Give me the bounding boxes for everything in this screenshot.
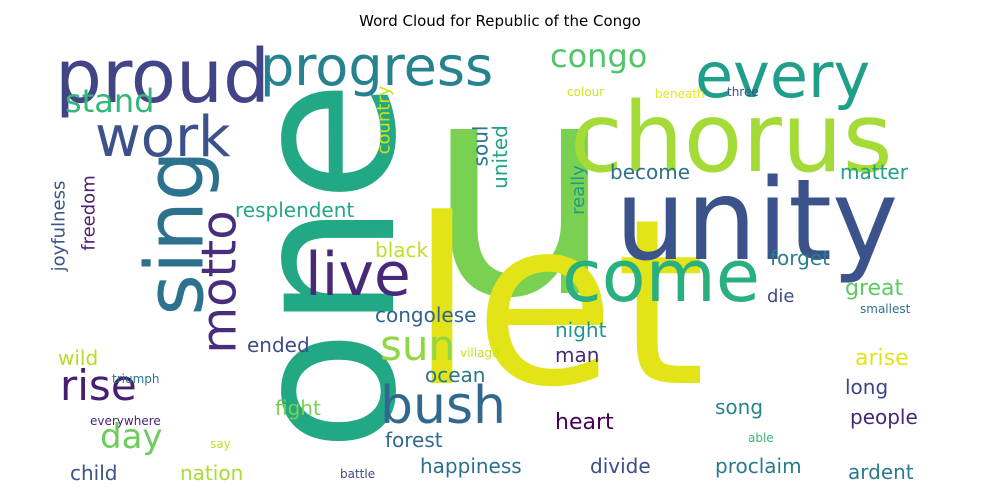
word-proclaim: proclaim [715, 454, 802, 478]
word-forget: forget [770, 246, 830, 270]
word-rise: rise [60, 361, 137, 410]
word-day: day [100, 417, 163, 457]
word-wild: wild [58, 346, 99, 370]
word-motto: motto [191, 209, 248, 354]
chart-title: Word Cloud for Republic of the Congo [359, 12, 641, 30]
word-chorus: chorus [570, 82, 893, 194]
word-battle: battle [340, 467, 376, 481]
word-resplendent: resplendent [235, 198, 355, 222]
word-man: man [555, 343, 600, 367]
word-freedom: freedom [78, 174, 100, 251]
word-three: three [727, 85, 759, 99]
word-triumph: triumph [112, 372, 160, 386]
word-everywhere: everywhere [90, 414, 161, 428]
word-sun: sun [380, 321, 456, 370]
word-ended: ended [247, 333, 310, 357]
word-work: work [95, 105, 231, 170]
word-colour: colour [567, 85, 605, 99]
word-matter: matter [840, 160, 908, 184]
word-arise: arise [855, 346, 909, 371]
word-forest: forest [385, 428, 443, 452]
word-stand: stand [65, 82, 155, 120]
word-able: able [748, 431, 774, 445]
word-people: people [850, 405, 918, 429]
word-child: child [70, 461, 118, 485]
word-long: long [845, 375, 889, 399]
word-ocean: ocean [425, 363, 486, 387]
word-come: come [562, 234, 761, 318]
word-cloud: u let one unity chorus come every proud progress… [50, 40, 950, 490]
word-black: black [375, 238, 429, 262]
word-congolese: congolese [375, 303, 477, 327]
word-night: night [555, 318, 607, 342]
word-really: really [567, 165, 589, 215]
word-happiness: happiness [420, 454, 522, 478]
word-proud: proud [55, 40, 270, 120]
word-every: every [695, 40, 871, 112]
word-u: u [425, 40, 616, 364]
word-congo: congo [550, 40, 648, 75]
word-die: die [767, 286, 795, 307]
word-become: become [610, 160, 691, 184]
word-village: village [460, 346, 500, 360]
word-nation: nation [180, 461, 244, 485]
word-joyfulness: joyfulness [50, 180, 69, 271]
word-fight: fight [275, 396, 321, 420]
word-let: let [410, 171, 706, 438]
word-united: united [487, 125, 512, 189]
word-progress: progress [260, 40, 494, 98]
word-say: say [210, 437, 231, 451]
word-country: country [372, 85, 394, 154]
word-great: great [845, 276, 904, 301]
word-bush: bush [380, 376, 507, 436]
word-divide: divide [590, 454, 651, 478]
word-ardent: ardent [848, 460, 914, 484]
word-song: song [715, 395, 764, 419]
word-live: live [305, 240, 411, 310]
word-heart: heart [555, 410, 614, 435]
word-smallest: smallest [860, 302, 911, 316]
word-unity: unity [615, 156, 899, 286]
word-beneath: beneath [655, 87, 705, 101]
